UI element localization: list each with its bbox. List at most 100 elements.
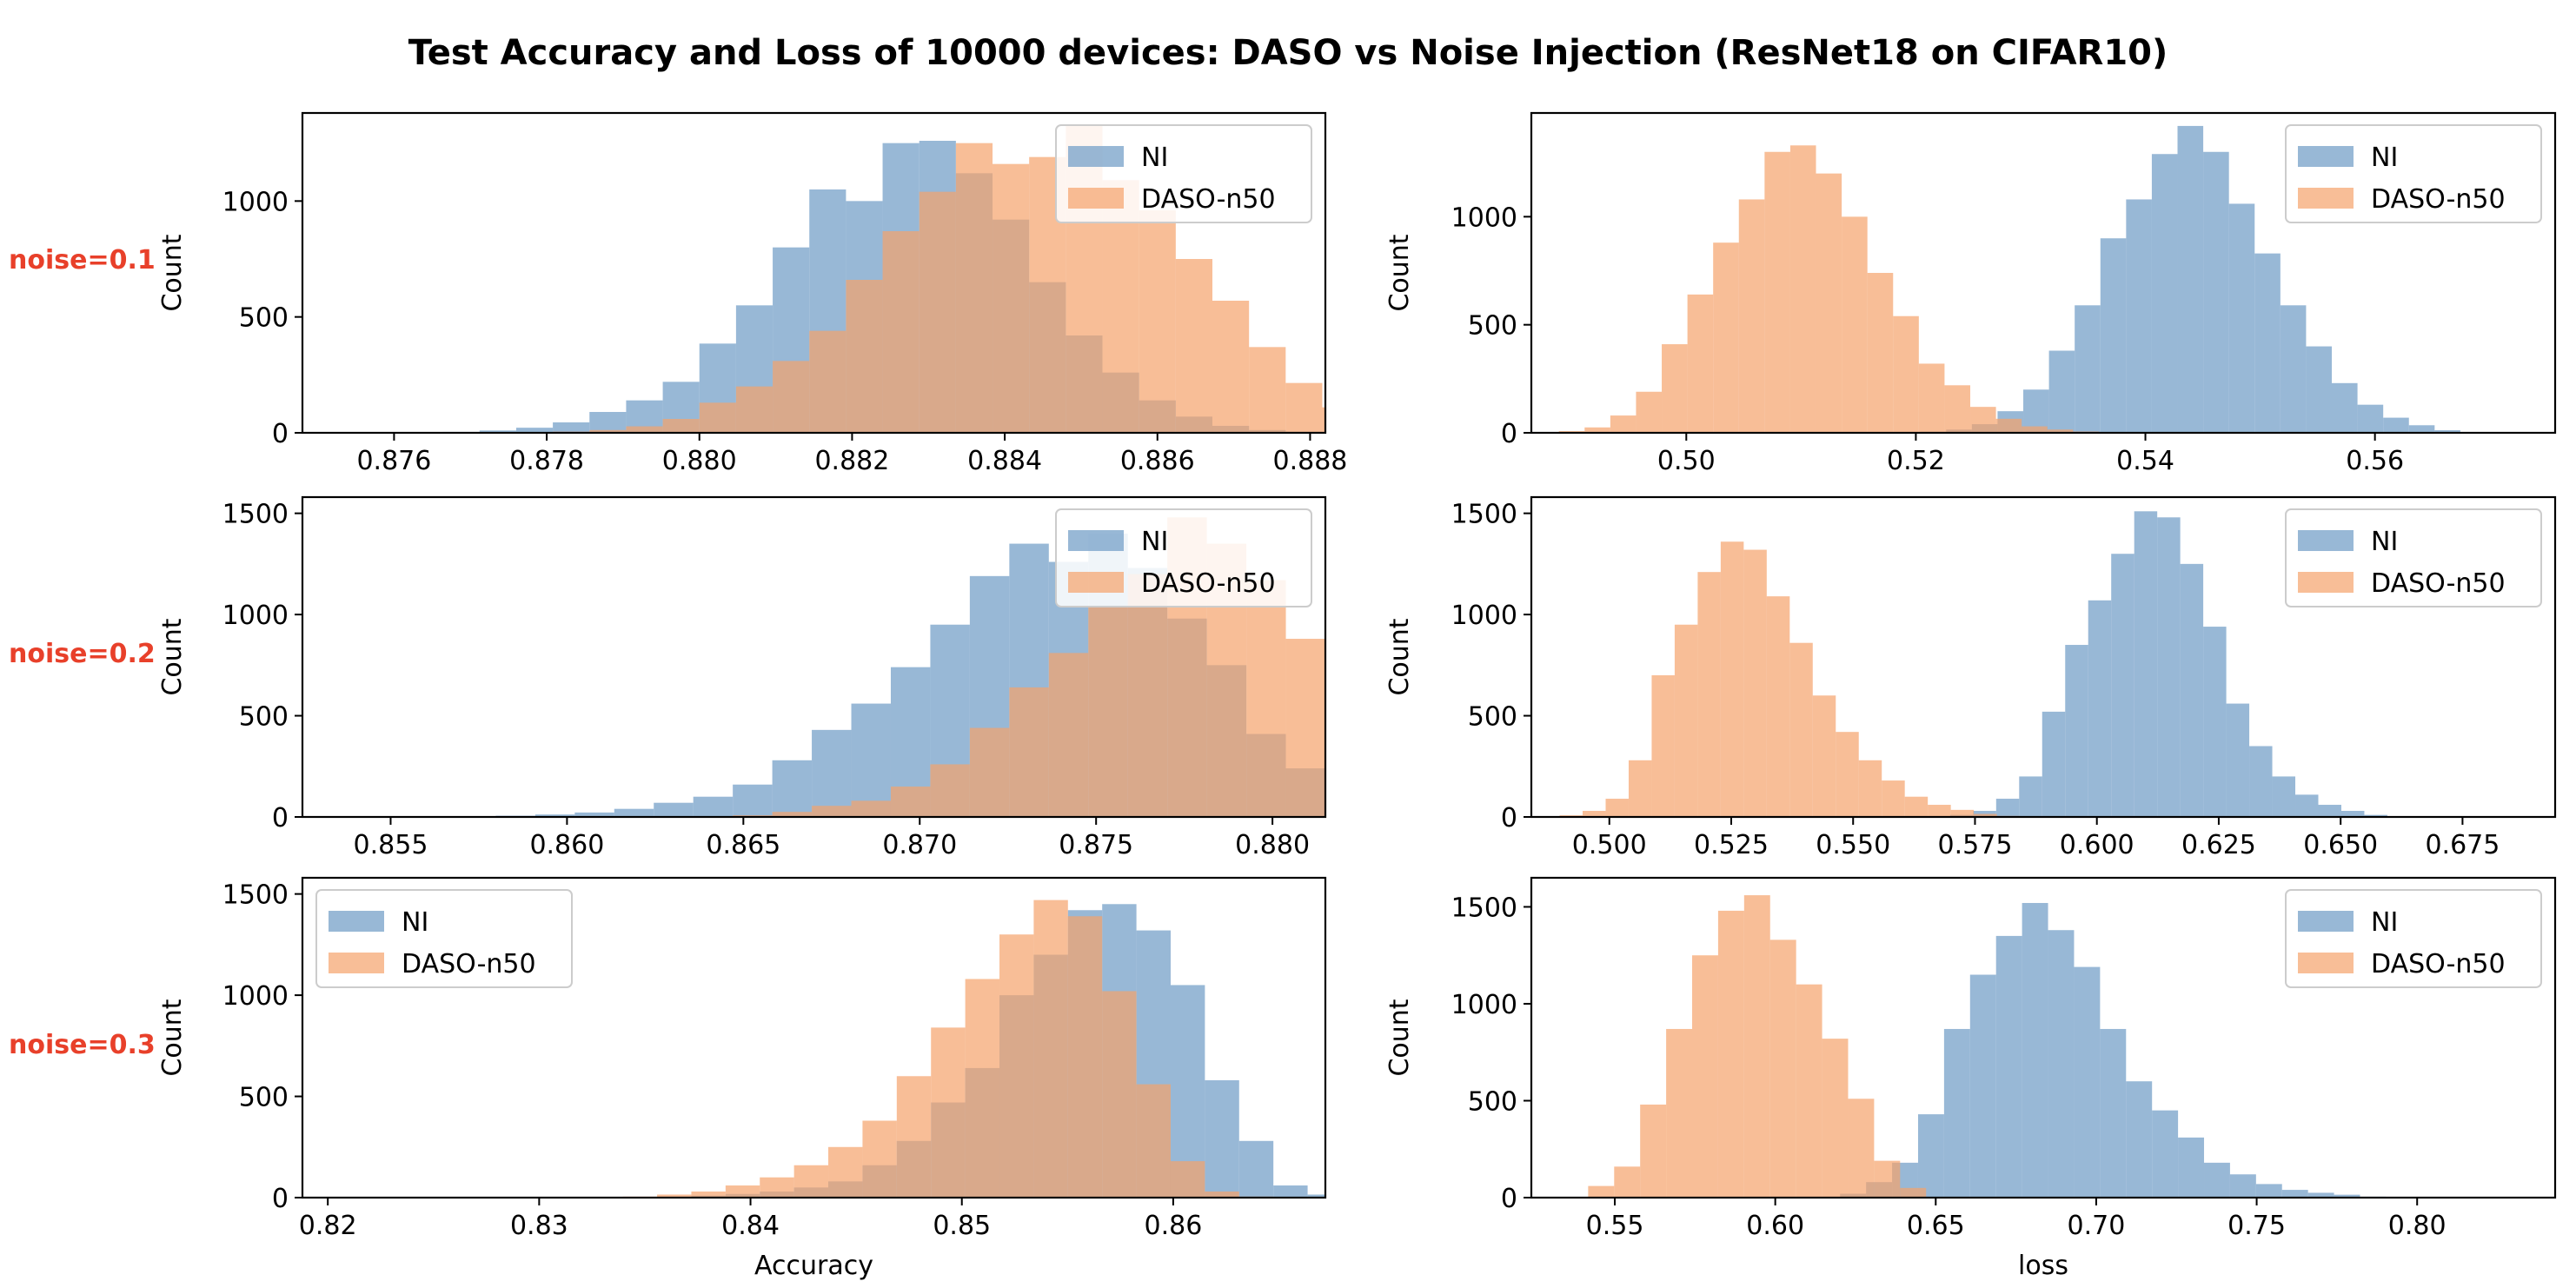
legend-label-daso-n50: DASO-n50 xyxy=(1141,184,1276,215)
bar xyxy=(626,426,663,433)
bar xyxy=(1995,935,2022,1198)
subplot-3-1: 0.82 0.83 0.84 0.85 0.86 0 500 1000 1500 Count Acc… xyxy=(157,876,1327,1281)
bar xyxy=(1102,991,1137,1198)
x-tick-label: 0.56 xyxy=(2346,446,2404,476)
bar xyxy=(1789,642,1813,817)
legend: NI DASO-n50 xyxy=(1055,508,1312,607)
y-tick-label: 500 xyxy=(239,303,289,334)
bar xyxy=(2157,517,2181,817)
bar xyxy=(1048,653,1089,817)
legend: NI DASO-n50 xyxy=(2285,508,2542,607)
axes-frame xyxy=(301,111,1327,435)
bar xyxy=(2088,600,2112,817)
y-tick-label: 1500 xyxy=(222,500,289,530)
legend: NI DASO-n50 xyxy=(2285,124,2542,223)
bar xyxy=(1273,1185,1308,1198)
x-tick-label: 0.876 xyxy=(356,446,431,476)
bar xyxy=(2048,350,2075,433)
bar xyxy=(1943,1028,1970,1198)
legend: NI DASO-n50 xyxy=(2285,889,2542,988)
bar xyxy=(965,979,1000,1198)
legend-swatch-ni xyxy=(329,911,384,932)
bar xyxy=(1822,1039,1849,1198)
x-tick-label: 0.80 xyxy=(2388,1211,2447,1241)
bar xyxy=(1307,1194,1325,1198)
bar xyxy=(1364,704,1404,817)
x-tick-label: 0.860 xyxy=(529,830,604,860)
bar xyxy=(1874,1160,1901,1198)
bar xyxy=(1713,242,1739,433)
bar xyxy=(2249,746,2273,817)
y-tick-label: 1000 xyxy=(222,601,289,631)
bar xyxy=(2383,417,2409,433)
bar xyxy=(1614,1166,1641,1198)
y-tick-label: 1500 xyxy=(222,880,289,911)
bar xyxy=(1088,606,1128,817)
bar xyxy=(2255,1184,2282,1198)
bar xyxy=(2318,805,2341,817)
x-tick-label: 0.52 xyxy=(1887,446,1945,476)
bar xyxy=(2364,814,2387,817)
y-tick-label: 500 xyxy=(1468,311,1517,342)
bar xyxy=(1738,199,1765,433)
bar xyxy=(931,1027,966,1198)
bar xyxy=(1900,1187,1927,1198)
bar xyxy=(1640,1104,1667,1198)
y-tick-label: 500 xyxy=(1468,1086,1517,1117)
x-tick-label: 0.878 xyxy=(509,446,584,476)
axes-frame xyxy=(301,876,1327,1199)
bar xyxy=(1212,301,1250,433)
legend-label-ni: NI xyxy=(1141,143,1168,173)
x-axis-label: loss xyxy=(2018,1251,2068,1281)
bar xyxy=(1605,799,1629,817)
bar xyxy=(1743,549,1767,817)
x-tick-label: 0.870 xyxy=(882,830,957,860)
x-tick-label: 0.884 xyxy=(967,446,1042,476)
bar xyxy=(1359,423,1396,433)
bar xyxy=(1904,796,1929,817)
x-tick-label: 0.86 xyxy=(1145,1211,1203,1241)
y-tick-label: 0 xyxy=(272,1184,289,1214)
x-tick-label: 0.54 xyxy=(2116,446,2174,476)
bar xyxy=(2203,627,2227,817)
y-tick-label: 0 xyxy=(1501,803,1517,833)
y-tick-label: 1000 xyxy=(222,981,289,1012)
bar xyxy=(589,412,627,433)
bar xyxy=(1918,363,1945,433)
y-tick-label: 1500 xyxy=(1451,893,1517,923)
bar xyxy=(812,729,852,817)
bar xyxy=(1928,805,1951,817)
bar xyxy=(2152,1110,2179,1198)
series-ni xyxy=(1920,125,2486,433)
y-axis-label: Count xyxy=(157,618,188,695)
bar xyxy=(793,1165,829,1198)
bar xyxy=(1325,675,1364,817)
y-axis-label: Count xyxy=(157,999,188,1076)
bar xyxy=(2226,703,2250,817)
bar xyxy=(733,784,773,817)
x-tick-label: 0.550 xyxy=(1816,830,1890,860)
bar xyxy=(1674,624,1698,817)
y-tick-label: 500 xyxy=(239,1083,289,1113)
bar xyxy=(2151,154,2178,433)
bar xyxy=(1848,1099,1875,1198)
bar xyxy=(1858,760,1882,817)
bar xyxy=(2111,554,2134,817)
bar xyxy=(725,1185,760,1198)
series-daso-n50 xyxy=(622,900,1274,1198)
bar xyxy=(657,1194,692,1198)
y-tick-label: 1000 xyxy=(1451,601,1517,631)
bar xyxy=(1628,760,1652,817)
bar xyxy=(614,808,654,817)
series-daso-n50 xyxy=(1559,541,2021,817)
bar xyxy=(1170,1161,1205,1198)
bar xyxy=(1789,145,1816,433)
bar xyxy=(2065,645,2088,817)
bar xyxy=(2177,125,2204,433)
bar xyxy=(1950,809,1975,817)
bar xyxy=(2295,794,2319,817)
x-tick-label: 0.882 xyxy=(814,446,889,476)
x-tick-label: 0.500 xyxy=(1572,830,1647,860)
row-label-noise-0-3: noise=0.3 xyxy=(9,1030,156,1060)
axes-frame xyxy=(301,495,1327,819)
